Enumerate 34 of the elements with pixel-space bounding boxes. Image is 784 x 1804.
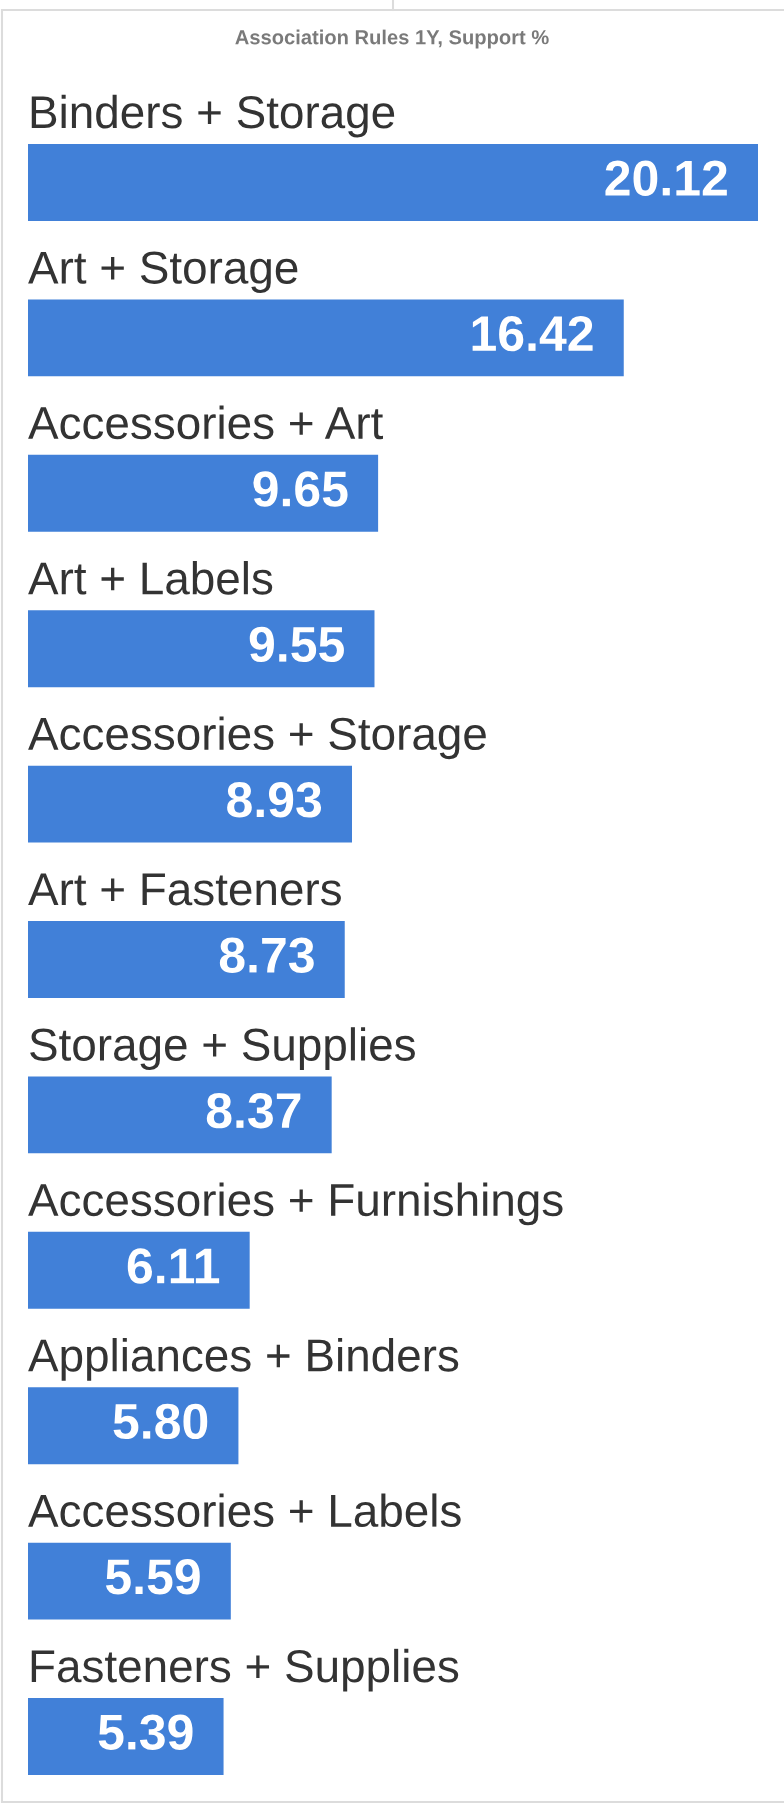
y-tick-label: Art + Fasteners: [28, 873, 341, 906]
chart-title: Association Rules 1Y, Support %: [235, 29, 549, 49]
data-label: 5.39: [98, 1714, 193, 1750]
data-label: 8.73: [219, 937, 314, 973]
bar: [28, 765, 352, 843]
bar: [28, 144, 758, 221]
y-tick-label: Art + Labels: [28, 561, 273, 595]
y-tick-label: Accessories + Labels: [28, 1493, 461, 1528]
data-label: 8.93: [227, 782, 322, 818]
bar: [28, 1231, 250, 1309]
y-tick-label: Appliances + Binders: [28, 1338, 459, 1381]
bar: [28, 610, 375, 688]
data-label: 9.65: [253, 471, 348, 507]
bar: [28, 454, 379, 532]
data-label: 6.11: [127, 1248, 220, 1284]
y-tick-label: Accessories + Storage: [28, 716, 486, 760]
y-tick-label: Accessories + Art: [28, 405, 384, 440]
data-label: 16.42: [472, 315, 593, 352]
data-label: 9.55: [249, 626, 344, 663]
data-label: 5.59: [105, 1559, 200, 1595]
data-label: 20.12: [605, 160, 727, 196]
bar: [28, 299, 624, 377]
bar: [28, 1698, 224, 1775]
y-tick-label: Fasteners + Supplies: [31, 1648, 459, 1692]
bar: [28, 1387, 239, 1465]
bar: [28, 1542, 231, 1620]
bar: [28, 1076, 332, 1154]
y-tick-label: Storage + Supplies: [30, 1027, 415, 1070]
y-tick-label: Binders + Storage: [31, 94, 395, 138]
bar: [28, 921, 345, 998]
y-tick-label: Art + Storage: [28, 251, 298, 293]
y-tick-label: Accessories + Furnishings: [28, 1182, 563, 1226]
data-label: 5.80: [113, 1403, 208, 1440]
data-label: 8.37: [206, 1092, 301, 1129]
